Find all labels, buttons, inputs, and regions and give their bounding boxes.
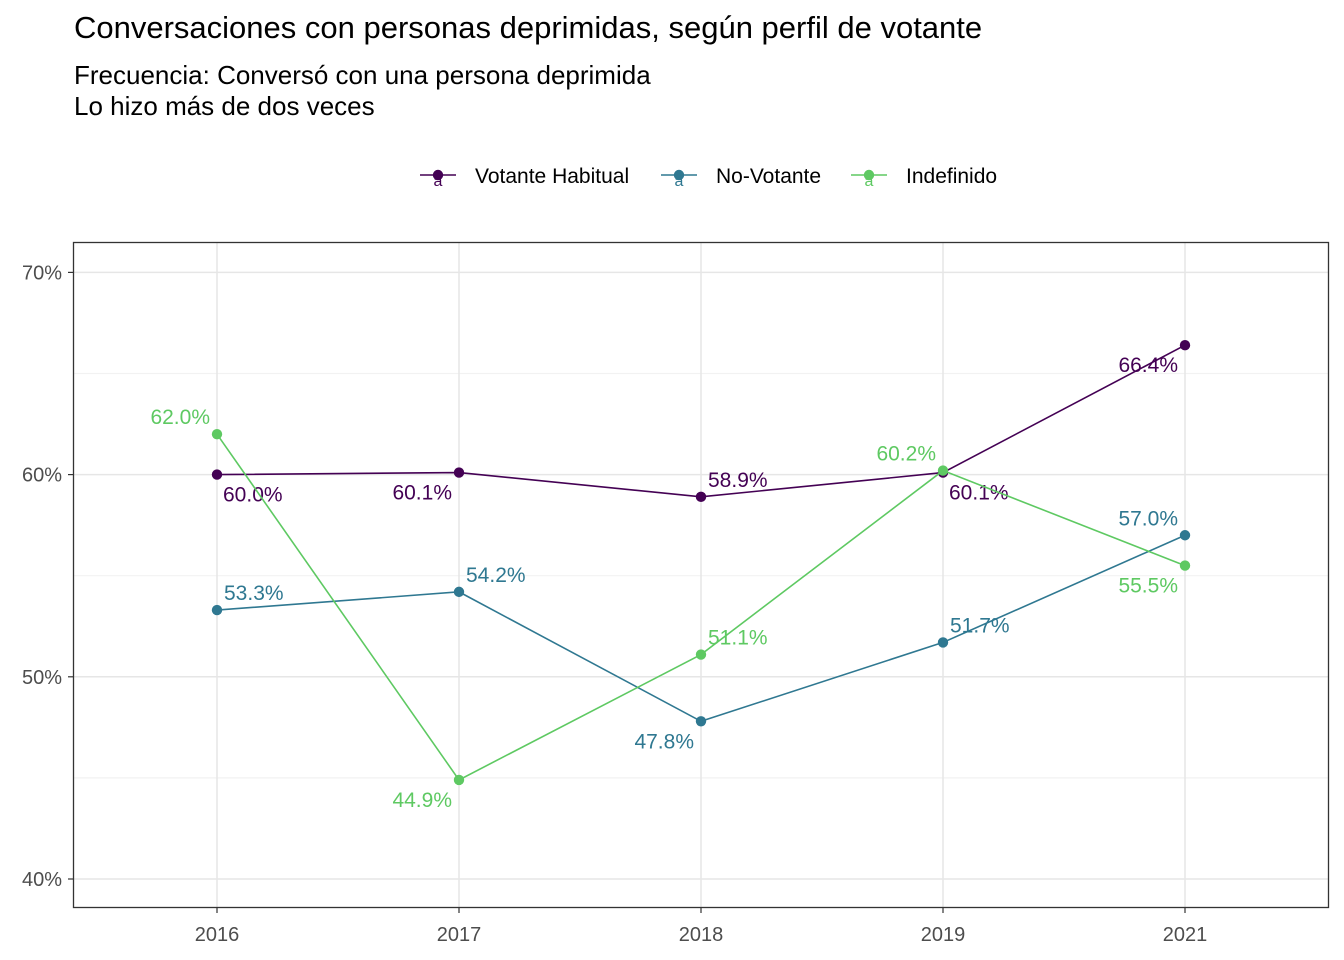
data-label: 47.8% (634, 730, 694, 753)
data-point (695, 649, 707, 660)
x-tick-label: 2019 (921, 924, 966, 946)
data-label: 44.9% (392, 789, 452, 812)
data-point (453, 467, 465, 478)
data-label: 60.2% (876, 443, 936, 466)
legend-key-point (863, 169, 875, 181)
data-point (211, 469, 223, 480)
series-no-votante: 53.3% 54.2% 47.8% 51.7% 57.0% (211, 507, 1191, 753)
data-point (453, 774, 465, 786)
data-point (937, 465, 949, 476)
subtitle-line-2: Lo hizo más de dos veces (74, 91, 375, 121)
data-label: 58.9% (708, 469, 768, 492)
series-votante-habitual: 60.0% 60.1% 58.9% 60.1% 66.4% (211, 339, 1191, 507)
legend-label: Votante Habitual (475, 165, 629, 188)
y-tick-label: 40% (22, 869, 62, 891)
data-label: 51.1% (708, 627, 768, 650)
series-layer: 60.0% 60.1% 58.9% 60.1% 66.4% 53.3% 54.2% 47.8%… (150, 339, 1191, 812)
x-tick-label: 2016 (195, 924, 240, 946)
data-label: 60.0% (223, 484, 283, 507)
data-label: 55.5% (1118, 575, 1178, 598)
legend-item: a Indefinido (851, 165, 997, 190)
legend-item: a Votante Habitual (420, 165, 629, 190)
x-tick-label: 2018 (679, 924, 724, 946)
data-point (695, 491, 707, 503)
data-point (211, 604, 223, 616)
legend-item: a No-Votante (661, 165, 821, 190)
data-label: 60.1% (949, 482, 1009, 505)
data-label: 53.3% (224, 582, 284, 605)
data-point (211, 428, 223, 440)
data-point (1179, 339, 1191, 351)
data-point (1179, 530, 1191, 541)
data-label: 66.4% (1118, 354, 1178, 377)
legend-key-glyph: a (675, 173, 684, 190)
legend-key-point (432, 169, 444, 181)
data-label: 51.7% (950, 614, 1010, 637)
data-point (453, 586, 465, 598)
data-point (1179, 560, 1191, 571)
legend-key-glyph: a (865, 173, 874, 190)
data-label: 60.1% (392, 482, 452, 505)
data-point (937, 637, 949, 648)
legend: a Votante Habitual a No-Votante a Indefinido (420, 165, 997, 190)
chart-title: Conversaciones con personas deprimidas, … (74, 10, 983, 45)
legend-label: Indefinido (906, 165, 997, 188)
series-indefinido: 62.0% 44.9% 51.1% 60.2% 55.5% (150, 406, 1191, 812)
y-tick-label: 70% (22, 262, 62, 284)
x-tick-label: 2021 (1163, 924, 1208, 946)
data-label: 62.0% (150, 406, 210, 429)
data-label: 57.0% (1118, 507, 1178, 530)
data-label: 54.2% (466, 564, 526, 587)
subtitle-line-1: Frecuencia: Conversó con una persona dep… (74, 60, 651, 90)
legend-key-glyph: a (434, 173, 443, 190)
x-tick-label: 2017 (437, 924, 482, 946)
axes: 40% 50% 60% 70% 2016 2017 2018 2019 2021 (22, 262, 1207, 946)
legend-label: No-Votante (716, 165, 821, 188)
major-gridlines (74, 243, 1328, 907)
chart-subtitle: Frecuencia: Conversó con una persona dep… (74, 60, 651, 122)
y-tick-label: 50% (22, 667, 62, 689)
y-tick-label: 60% (22, 465, 62, 487)
data-point (695, 716, 707, 727)
legend-key-point (673, 169, 685, 181)
